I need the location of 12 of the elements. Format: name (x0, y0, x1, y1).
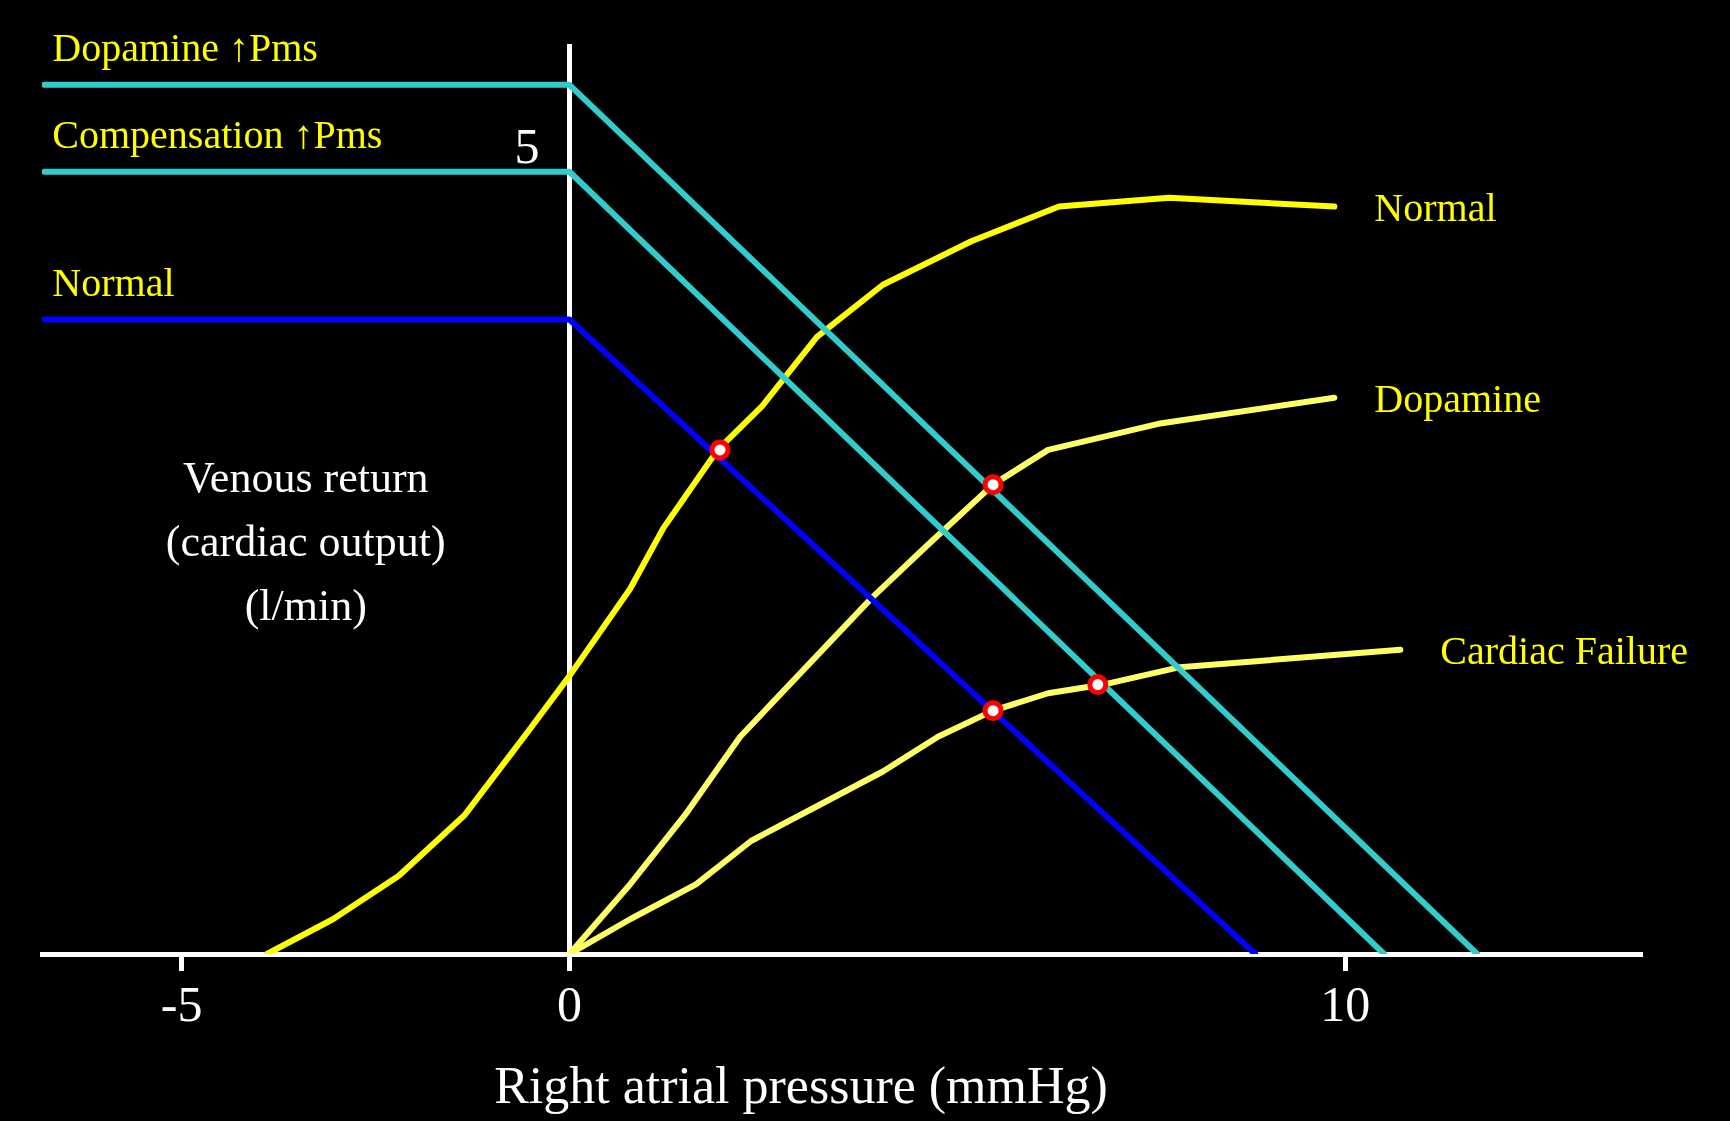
y-axis-title: Venous return (cardiac output) (l/min) (165, 453, 446, 631)
series-label: Dopamine (1374, 376, 1541, 422)
x-axis-title: Right atrial pressure (mmHg) (494, 1056, 1108, 1115)
annotation: 5 (514, 117, 540, 174)
series-label: Compensation ↑Pms (52, 112, 383, 158)
x-tick-label: 10 (1320, 976, 1371, 1033)
series-label: Normal (52, 260, 175, 306)
series-label: Normal (1374, 185, 1497, 231)
x-tick-label: 0 (557, 976, 582, 1033)
series-label: Cardiac Failure (1440, 628, 1688, 674)
x-tick-label: -5 (160, 976, 203, 1033)
series-label: Dopamine ↑Pms (52, 25, 318, 71)
